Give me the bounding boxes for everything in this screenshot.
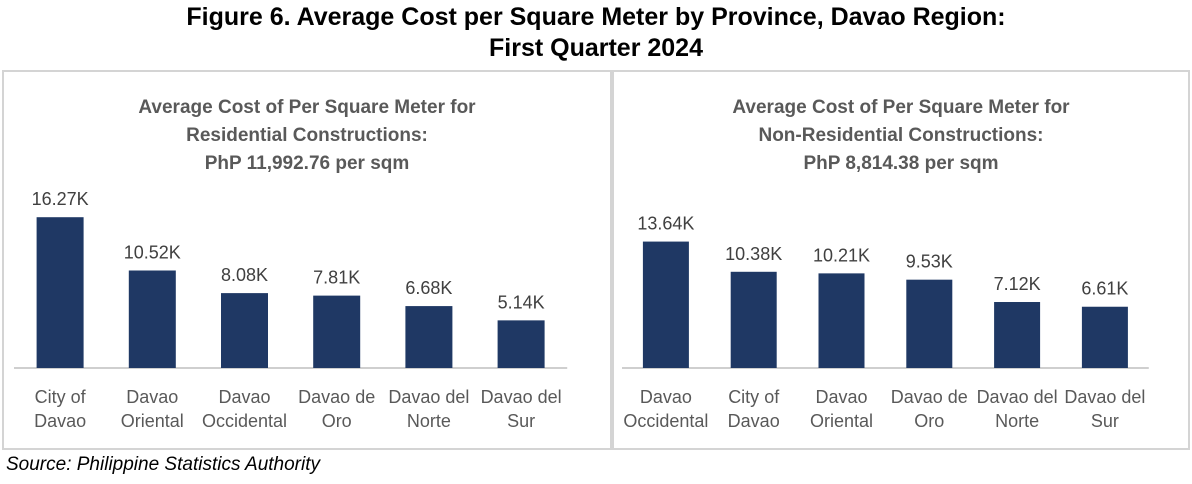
residential-data-label: 10.52K (124, 242, 181, 262)
non-residential-category-label: Davao (640, 387, 692, 407)
residential-bar (128, 270, 176, 368)
non-residential-bar-chart: 13.64K Davao Occidental 10.38K City of Davao 1… (622, 214, 1149, 431)
residential-category-label: Sur (507, 411, 535, 431)
non-residential-bar (818, 273, 865, 368)
non-residential-category-label: Norte (995, 411, 1039, 431)
non-residential-data-label: 10.21K (813, 245, 870, 265)
non-residential-category-label: Davao (815, 387, 867, 407)
residential-category-label: Davao de (298, 387, 375, 407)
residential-chart-title: Average Cost of Per Square Meter for Res… (4, 94, 610, 178)
non-residential-data-label: 7.12K (994, 274, 1041, 294)
residential-category-label: Davao (34, 411, 86, 431)
figure-title-line-2: First Quarter 2024 (489, 34, 703, 62)
non-residential-bar (994, 302, 1041, 368)
residential-category-label: Davao (126, 387, 178, 407)
residential-chart-title-line-2: Residential Constructions: (186, 125, 428, 146)
non-residential-data-label: 13.64K (637, 214, 694, 234)
source-note: Source: Philippine Statistics Authority (6, 454, 321, 475)
residential-category-label: Davao (218, 387, 270, 407)
non-residential-bar (906, 279, 953, 368)
residential-bar (36, 217, 84, 368)
residential-category-label: Norte (407, 411, 451, 431)
residential-data-label: 7.81K (313, 268, 360, 288)
residential-data-label: 6.68K (405, 278, 452, 298)
residential-category-label: Davao del (388, 387, 469, 407)
non-residential-chart-title: Average Cost of Per Square Meter for Non… (614, 94, 1188, 178)
figure-title-line-1: Figure 6. Average Cost per Square Meter … (186, 3, 1006, 31)
non-residential-chart-title-line-1: Average Cost of Per Square Meter for (732, 97, 1070, 118)
non-residential-chart-title-line-3: PhP 8,814.38 per sqm (803, 153, 999, 174)
residential-category-label: Davao del (481, 387, 562, 407)
residential-bar (497, 320, 545, 368)
residential-chart-title-line-1: Average Cost of Per Square Meter for (138, 97, 476, 118)
residential-bar (405, 306, 453, 368)
residential-chart-panel: Average Cost of Per Square Meter for Res… (2, 70, 612, 450)
residential-category-label: Oriental (121, 411, 184, 431)
residential-category-label: Oro (322, 411, 352, 431)
non-residential-chart-panel: Average Cost of Per Square Meter for Non… (612, 70, 1190, 450)
non-residential-data-label: 10.38K (725, 244, 782, 264)
non-residential-bar (642, 241, 689, 368)
non-residential-category-label: Davao del (1064, 387, 1145, 407)
non-residential-category-label: Davao del (977, 387, 1058, 407)
residential-bar-chart: 16.27K City of Davao 10.52K Davao Oriental 8.0… (14, 189, 568, 431)
non-residential-category-label: City of (728, 387, 780, 407)
residential-category-label: City of (35, 387, 87, 407)
non-residential-category-label: Davao de (891, 387, 968, 407)
residential-data-label: 5.14K (498, 292, 545, 312)
non-residential-bar (1081, 306, 1128, 368)
non-residential-category-label: Oro (914, 411, 944, 431)
non-residential-category-label: Occidental (623, 411, 708, 431)
non-residential-chart-title-line-2: Non-Residential Constructions: (758, 125, 1044, 146)
residential-data-label: 16.27K (32, 189, 89, 209)
non-residential-data-label: 9.53K (906, 252, 953, 272)
non-residential-category-label: Oriental (810, 411, 873, 431)
figure-title: Figure 6. Average Cost per Square Meter … (0, 2, 1192, 64)
residential-category-label: Occidental (202, 411, 287, 431)
residential-bar (313, 295, 361, 368)
non-residential-bar (730, 271, 777, 368)
non-residential-category-label: Sur (1091, 411, 1119, 431)
residential-chart-title-line-3: PhP 11,992.76 per sqm (204, 153, 410, 174)
residential-bar (221, 293, 268, 368)
residential-data-label: 8.08K (221, 265, 268, 285)
non-residential-category-label: Davao (728, 411, 780, 431)
non-residential-data-label: 6.61K (1081, 279, 1128, 299)
